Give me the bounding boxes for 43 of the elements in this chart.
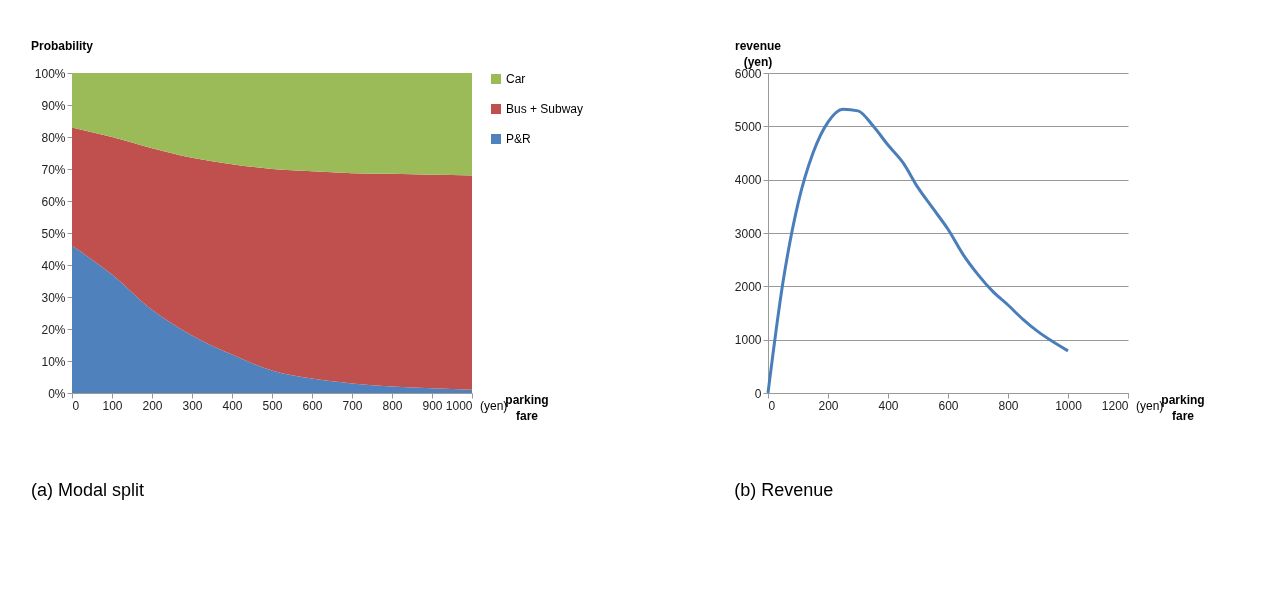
y-tick-label: 40%: [41, 258, 66, 273]
x-tick-label: 600: [302, 398, 323, 413]
y-axis-title: Probability: [30, 39, 94, 53]
x-tick-label: 400: [222, 398, 243, 413]
legend-label: P&R: [506, 132, 532, 146]
y-tick-label: 30%: [41, 290, 66, 305]
text: (b) Revenue: [734, 480, 834, 500]
y-tick-label: 90%: [41, 98, 66, 113]
y-tick-label: 4000: [734, 173, 762, 188]
x-tick-label: 200: [818, 398, 839, 413]
y-tick-label: 1000: [734, 333, 762, 348]
y-tick-label: 5000: [734, 119, 762, 134]
x-tick-label: 700: [342, 398, 363, 413]
x-tick-label: 900: [422, 398, 443, 413]
y-tick-label: 50%: [41, 226, 66, 241]
y-tick-label: 70%: [41, 162, 66, 177]
y-tick-label: 0: [754, 386, 762, 401]
y-tick-label: 2000: [734, 279, 762, 294]
y-tick-label: 3000: [734, 226, 762, 241]
x-tick-label: 400: [878, 398, 899, 413]
legend-label: Bus + Subway: [506, 102, 584, 116]
x-tick-label: 1000: [445, 398, 473, 413]
y-tick-label: 100%: [34, 66, 66, 81]
y-tick-label: 0%: [48, 386, 66, 401]
x-tick-label: 100: [102, 398, 123, 413]
x-tick-label: 800: [382, 398, 403, 413]
x-tick-label: 0: [72, 398, 80, 413]
x-tick-label: 800: [998, 398, 1019, 413]
x-tick-label: 0: [768, 398, 776, 413]
legend-label: Car: [506, 72, 526, 86]
x-tick-label: 500: [262, 398, 283, 413]
y-tick-label: 60%: [41, 194, 66, 209]
x-tick-label: 200: [142, 398, 163, 413]
x-tick-label: 300: [182, 398, 203, 413]
x-tick-label: 1200: [1101, 398, 1129, 413]
x-tick-label: 600: [938, 398, 959, 413]
text: (a) Modal split: [31, 480, 145, 500]
line-series: [766, 107, 1070, 395]
x-tick-label: 1000: [1055, 398, 1083, 413]
y-tick-label: 80%: [41, 130, 66, 145]
y-tick-label: 20%: [41, 322, 66, 337]
y-axis-title: revenue (yen): [734, 39, 782, 69]
y-tick-label: 10%: [41, 354, 66, 369]
